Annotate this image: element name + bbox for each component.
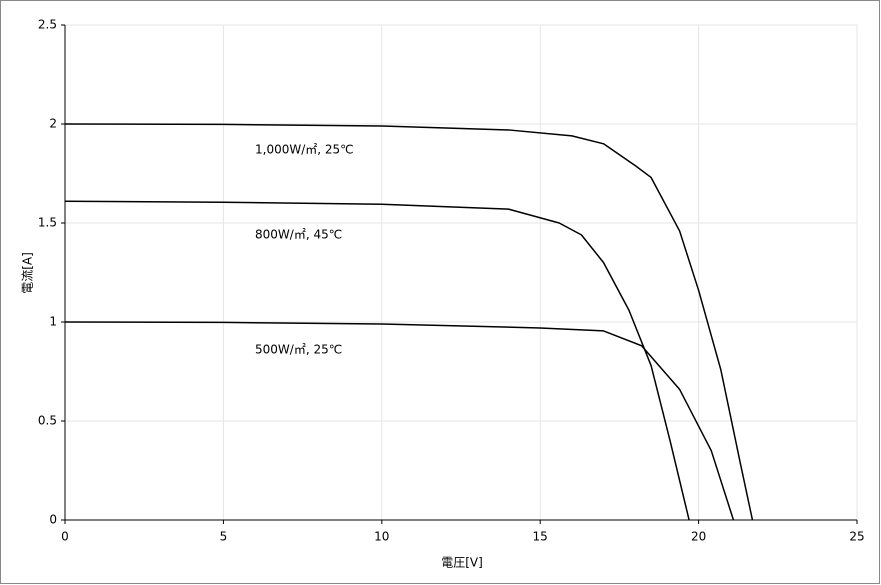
series-label: 500W/㎡, 25℃: [255, 343, 342, 357]
y-axis-label: 電流[A]: [21, 252, 35, 294]
x-tick-label: 15: [533, 530, 548, 544]
y-tick-label: 1.5: [38, 216, 57, 230]
x-tick-label: 25: [849, 530, 864, 544]
y-tick-label: 0.5: [38, 414, 57, 428]
x-tick-label: 5: [220, 530, 228, 544]
x-tick-label: 10: [374, 530, 389, 544]
x-axis-label: 電圧[V]: [441, 556, 483, 570]
series-line: [64, 321, 735, 521]
y-tick-label: 0: [49, 513, 57, 527]
series-label: 800W/㎡, 45℃: [255, 228, 342, 242]
series-line: [64, 123, 754, 521]
series-label: 1,000W/㎡, 25℃: [255, 143, 354, 157]
series-line: [64, 200, 690, 521]
y-tick-label: 2: [49, 117, 57, 131]
x-tick-label: 0: [61, 530, 69, 544]
y-tick-label: 1: [49, 315, 57, 329]
x-tick-label: 20: [691, 530, 706, 544]
y-tick-label: 2.5: [38, 18, 57, 32]
